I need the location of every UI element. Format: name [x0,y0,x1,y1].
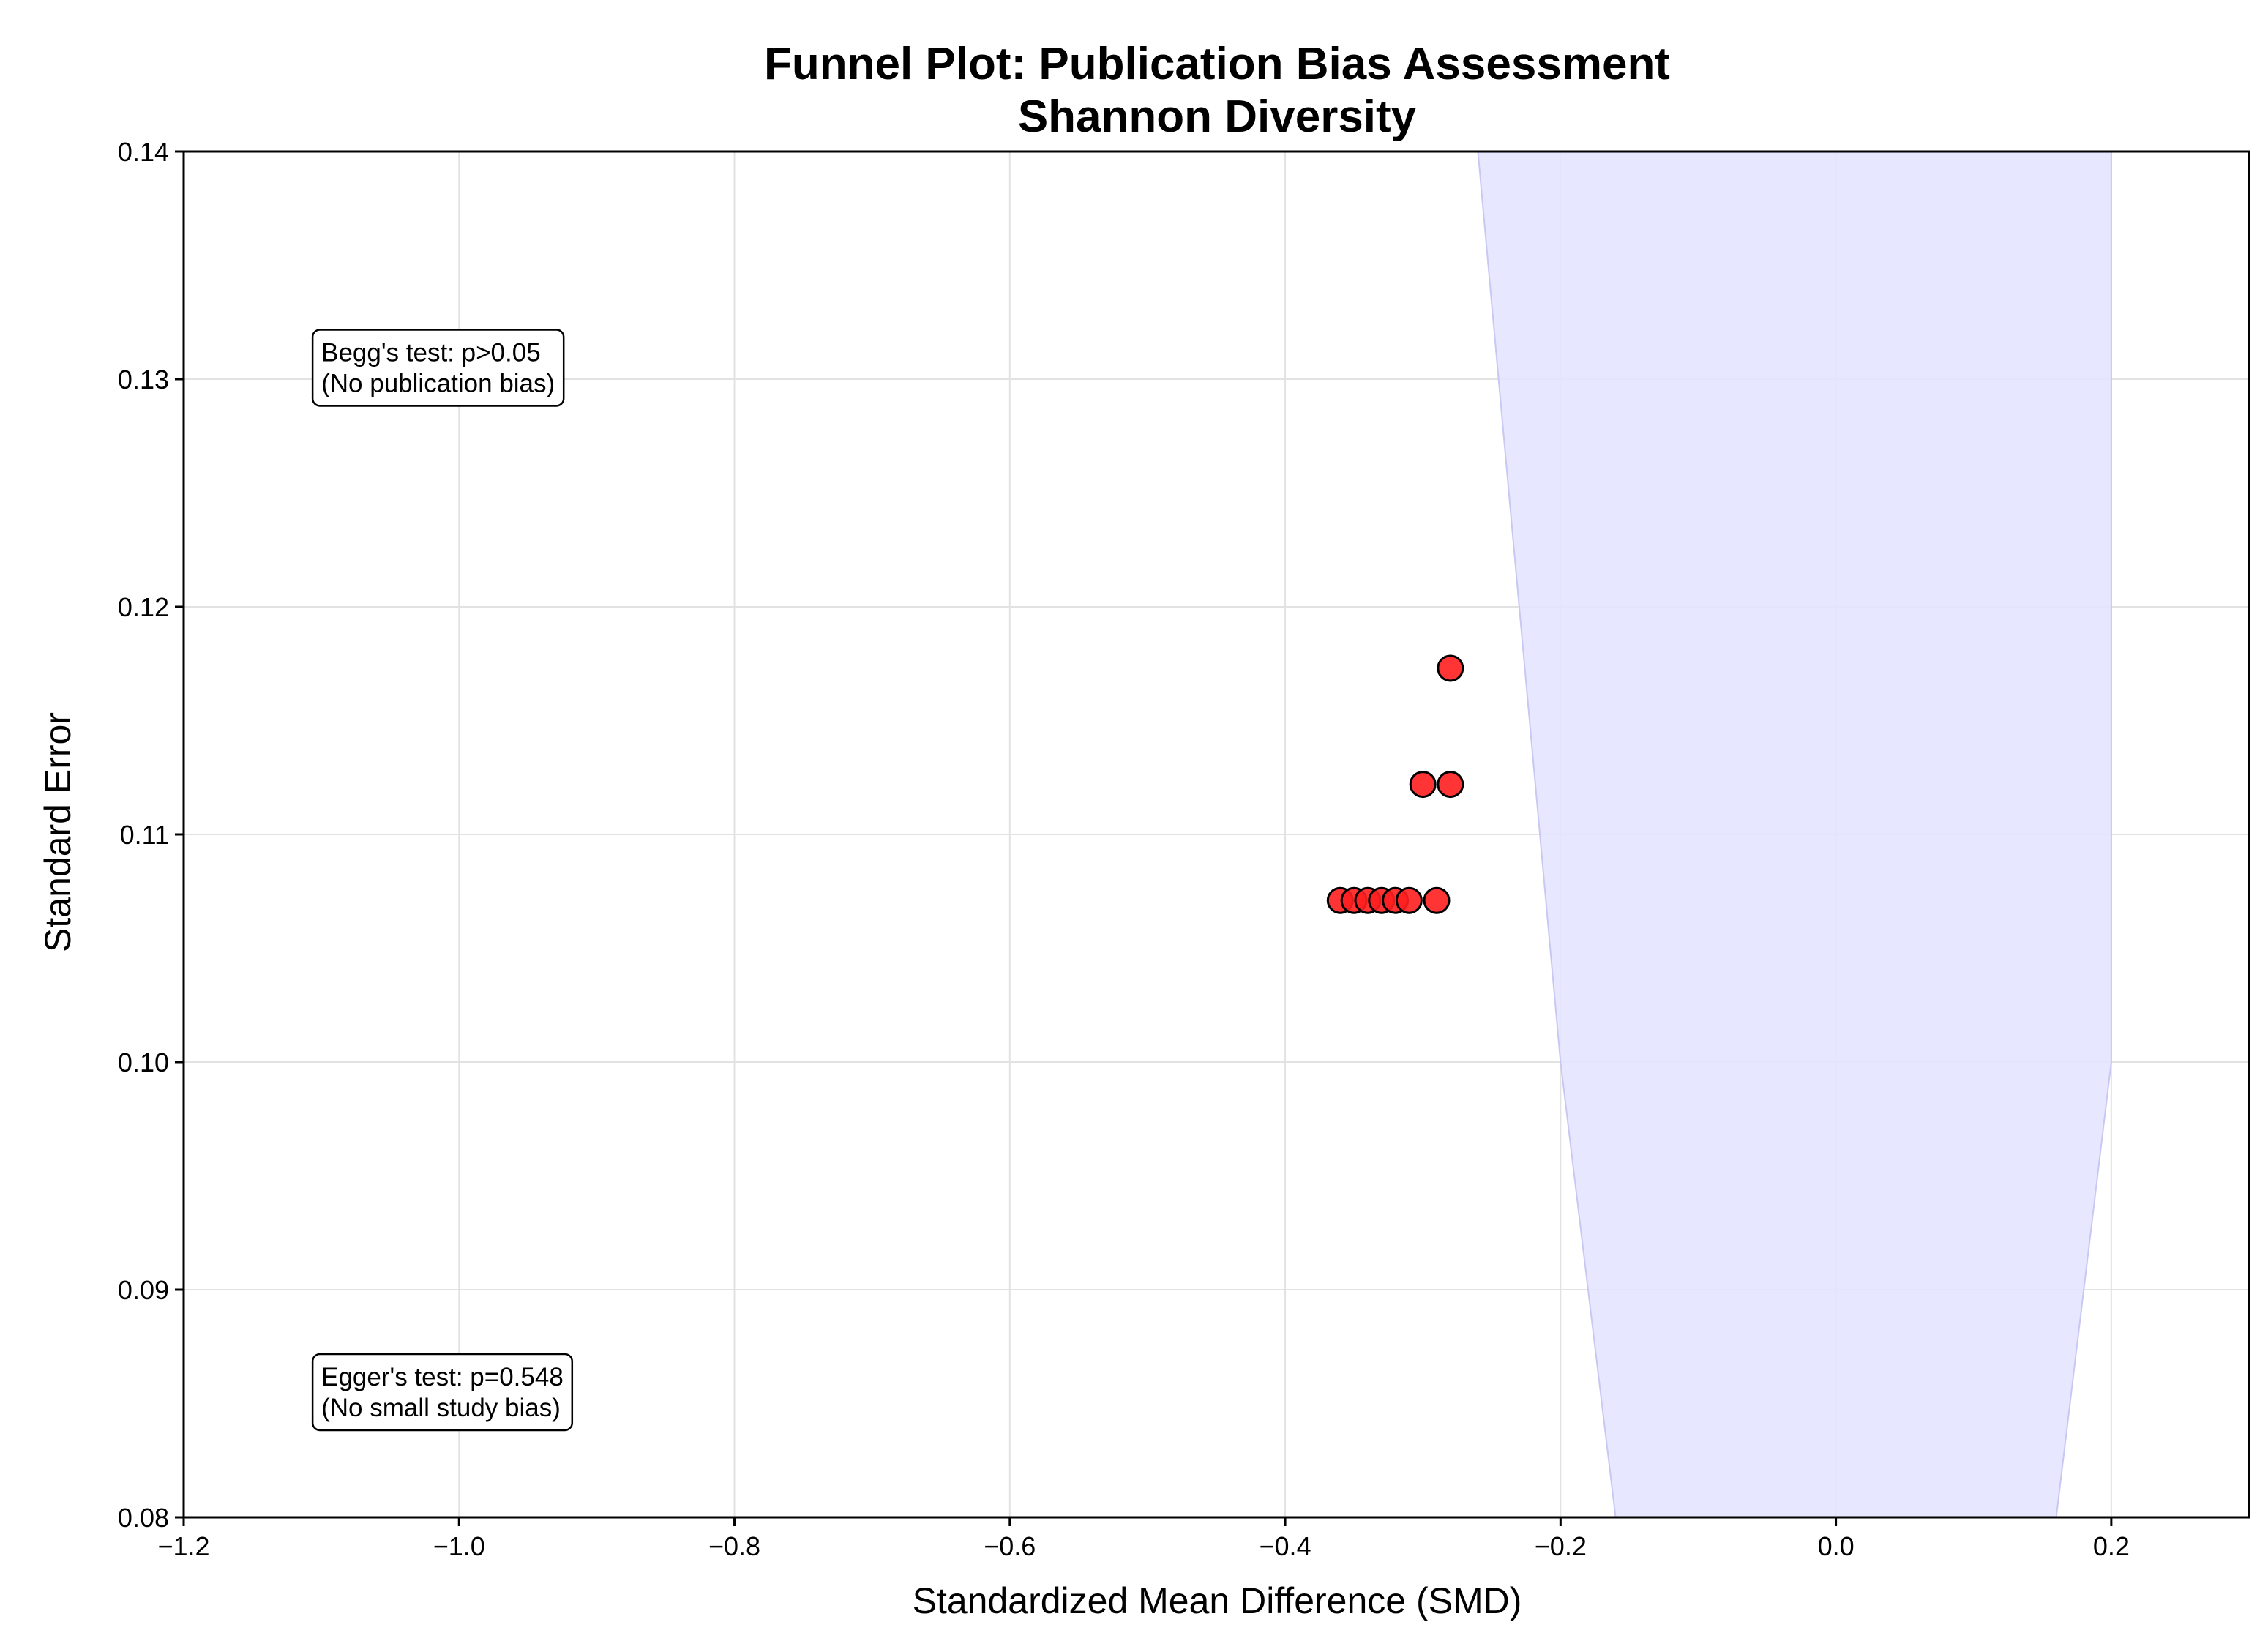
data-point-7 [1409,771,1437,799]
data-point-9 [1437,654,1464,682]
y-axis-ticks: 0.08 0.09 0.10 0.11 0.12 0.13 0.14 [118,137,184,1533]
annotations: Begg's test: p>0.05(No publication bias)… [311,329,574,1432]
x-tick-label-5: −0.2 [1535,1531,1587,1561]
x-tick-label-2: −0.8 [708,1531,760,1561]
y-tick-label-3: 0.11 [120,820,169,850]
y-tick-label-1: 0.09 [118,1275,169,1305]
funnel-region [1477,151,2112,1518]
x-tick-label-1: −1.0 [433,1531,485,1561]
chart-title-line-2: Shannon Diversity [1018,91,1417,142]
data-points [1326,654,1464,914]
annotation-box-0: Begg's test: p>0.05(No publication bias) [311,329,565,407]
data-point-5 [1395,886,1423,914]
x-tick-label-0: −1.2 [157,1531,209,1561]
annotation-line-0-0: Begg's test: p>0.05 [321,338,541,367]
annotation-frame-0 [311,329,565,407]
annotation-line-1-0: Egger's test: p=0.548 [321,1363,564,1391]
x-tick-label-4: −0.4 [1260,1531,1311,1561]
data-point-8 [1437,771,1464,799]
y-tick-label-4: 0.12 [118,592,169,622]
annotation-frame-1 [311,1353,574,1432]
x-axis-label: Standardized Mean Difference (SMD) [913,1580,1522,1621]
annotation-line-0-1: (No publication bias) [321,369,555,397]
x-tick-label-6: 0.0 [1818,1531,1855,1561]
x-tick-label-7: 0.2 [2093,1531,2130,1561]
annotation-line-1-1: (No small study bias) [321,1394,561,1422]
x-tick-label-3: −0.6 [984,1531,1036,1561]
data-point-6 [1423,886,1451,914]
annotation-box-1: Egger's test: p=0.548 (No small study bia… [311,1353,574,1432]
x-axis-ticks: −1.2 −1.0 −0.8 −0.6 −0.4 −0.2 0.0 0.2 [157,1517,2130,1561]
y-tick-label-2: 0.10 [118,1047,169,1077]
y-tick-label-0: 0.08 [118,1503,169,1533]
y-axis-label: Standard Error [37,712,78,952]
y-tick-label-5: 0.13 [118,365,169,395]
chart-title-line-1: Funnel Plot: Publication Bias Assessment [764,39,1670,89]
y-tick-label-6: 0.14 [118,137,169,167]
